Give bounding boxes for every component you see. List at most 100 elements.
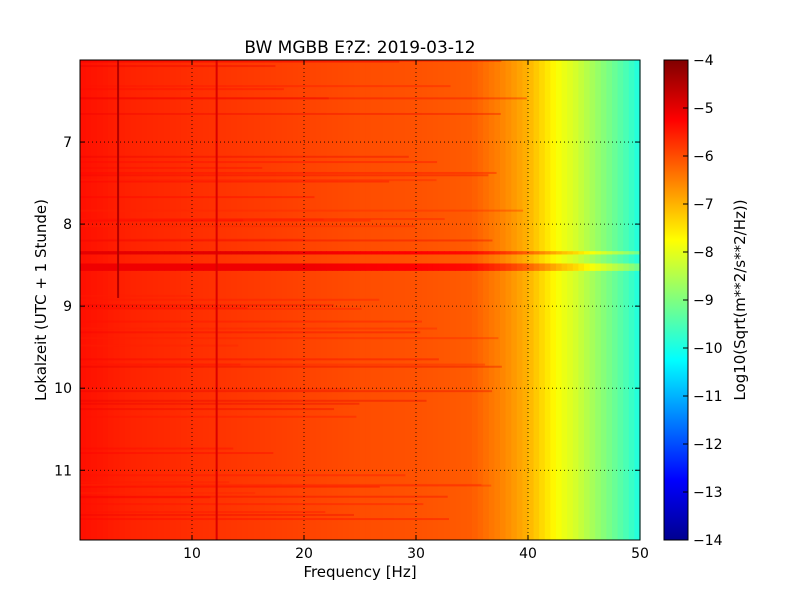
heatmap-band-cell bbox=[354, 251, 361, 255]
heatmap-band-cell bbox=[449, 251, 456, 255]
heatmap-band-cell bbox=[511, 263, 518, 271]
heatmap-band-cell bbox=[572, 251, 579, 255]
heatmap-band-cell bbox=[164, 251, 171, 255]
heatmap-band-cell bbox=[136, 251, 143, 255]
heatmap-band-cell bbox=[567, 263, 574, 271]
heatmap-column bbox=[130, 60, 137, 540]
heatmap-column bbox=[371, 60, 378, 540]
heatmap-band-cell bbox=[376, 263, 383, 271]
heatmap-band-cell bbox=[158, 251, 165, 255]
heatmap-band-cell bbox=[623, 263, 630, 271]
heatmap-band-cell bbox=[309, 251, 316, 255]
heatmap-band-cell bbox=[589, 263, 596, 271]
heatmap-band-cell bbox=[231, 263, 238, 271]
x-tick-label: 20 bbox=[295, 546, 313, 562]
heatmap-band-cell bbox=[399, 263, 406, 271]
heatmap-column bbox=[612, 60, 619, 540]
heatmap-band-cell bbox=[175, 263, 182, 271]
heatmap-band-cell bbox=[287, 263, 294, 271]
y-tick-label: 7 bbox=[63, 135, 72, 151]
heatmap-column bbox=[539, 60, 546, 540]
heatmap-band-cell bbox=[399, 251, 406, 255]
heatmap-column bbox=[460, 60, 467, 540]
x-tick-label: 10 bbox=[183, 546, 201, 562]
heatmap-streak bbox=[80, 218, 324, 221]
heatmap-band-cell bbox=[147, 251, 154, 255]
heatmap-band-cell bbox=[444, 251, 451, 255]
heatmap-column bbox=[102, 60, 109, 540]
heatmap-band-cell bbox=[96, 251, 103, 255]
heatmap-streak bbox=[80, 495, 448, 498]
heatmap-band-cell bbox=[281, 263, 288, 271]
heatmap-band-cell bbox=[80, 251, 87, 255]
heatmap-band-cell bbox=[438, 251, 445, 255]
heatmap-band-cell bbox=[152, 251, 159, 255]
heatmap-band-cell bbox=[561, 251, 568, 255]
heatmap-column bbox=[365, 60, 372, 540]
heatmap-band-cell bbox=[102, 263, 109, 271]
heatmap-band-cell bbox=[360, 263, 367, 271]
heatmap-column bbox=[561, 60, 568, 540]
heatmap-band-cell bbox=[298, 263, 305, 271]
heatmap-column bbox=[192, 60, 199, 540]
heatmap-column bbox=[220, 60, 227, 540]
heatmap-band-cell bbox=[483, 263, 490, 271]
heatmap-band-cell bbox=[606, 263, 613, 271]
heatmap-streak bbox=[80, 60, 400, 63]
heatmap-streak bbox=[80, 320, 422, 323]
heatmap-streak bbox=[80, 307, 248, 310]
heatmap-column bbox=[197, 60, 204, 540]
heatmap-band-cell bbox=[242, 263, 249, 271]
heatmap-column bbox=[337, 60, 344, 540]
colorbar-tick-label: −14 bbox=[693, 533, 723, 549]
heatmap-band-cell bbox=[169, 263, 176, 271]
heatmap-band-cell bbox=[304, 251, 311, 255]
x-axis: 10 20 30 40 50 bbox=[183, 60, 649, 562]
heatmap-band-cell bbox=[556, 263, 563, 271]
heatmap-column bbox=[528, 60, 535, 540]
y-tick-label: 11 bbox=[54, 463, 72, 479]
heatmap-band-cell bbox=[584, 251, 591, 255]
heatmap-band-cell bbox=[500, 263, 507, 271]
heatmap-band-cell bbox=[332, 263, 339, 271]
heatmap-band-cell bbox=[460, 251, 467, 255]
heatmap-band-cell bbox=[208, 251, 215, 255]
heatmap-band-cell bbox=[365, 263, 372, 271]
heatmap-band-cell bbox=[337, 251, 344, 255]
heatmap-streak bbox=[80, 484, 492, 487]
colorbar-tick-label: −12 bbox=[693, 437, 723, 453]
heatmap-band-cell bbox=[197, 263, 204, 271]
heatmap-column bbox=[438, 60, 445, 540]
heatmap-streak bbox=[80, 344, 239, 347]
heatmap-column bbox=[292, 60, 299, 540]
heatmap-band-cell bbox=[617, 251, 624, 255]
heatmap-column bbox=[287, 60, 294, 540]
heatmap-band-cell bbox=[578, 263, 585, 271]
heatmap-band-cell bbox=[264, 263, 271, 271]
heatmap-band-cell bbox=[220, 263, 227, 271]
heatmap-band-cell bbox=[617, 263, 624, 271]
heatmap-column bbox=[494, 60, 501, 540]
heatmap-band-cell bbox=[348, 263, 355, 271]
heatmap-streak bbox=[80, 483, 482, 486]
heatmap-band-cell bbox=[136, 263, 143, 271]
heatmap-streak bbox=[80, 225, 416, 228]
heatmap-streak bbox=[80, 331, 421, 334]
heatmap-column bbox=[550, 60, 557, 540]
heatmap-band-cell bbox=[522, 263, 529, 271]
heatmap-band-cell bbox=[141, 263, 148, 271]
y-tick-label: 8 bbox=[63, 217, 72, 233]
heatmap-column bbox=[477, 60, 484, 540]
heatmap-streak bbox=[80, 209, 524, 212]
heatmap-band-cell bbox=[270, 251, 277, 255]
heatmap-band-cell bbox=[584, 263, 591, 271]
heatmap-streak bbox=[80, 481, 230, 484]
heatmap-streak bbox=[80, 166, 263, 169]
heatmap-column bbox=[152, 60, 159, 540]
heatmap-streak bbox=[80, 485, 380, 488]
x-tick-label: 50 bbox=[631, 546, 649, 562]
heatmap-streak bbox=[80, 218, 445, 221]
heatmap-band-cell bbox=[365, 251, 372, 255]
heatmap-band-cell bbox=[360, 251, 367, 255]
heatmap-column bbox=[360, 60, 367, 540]
